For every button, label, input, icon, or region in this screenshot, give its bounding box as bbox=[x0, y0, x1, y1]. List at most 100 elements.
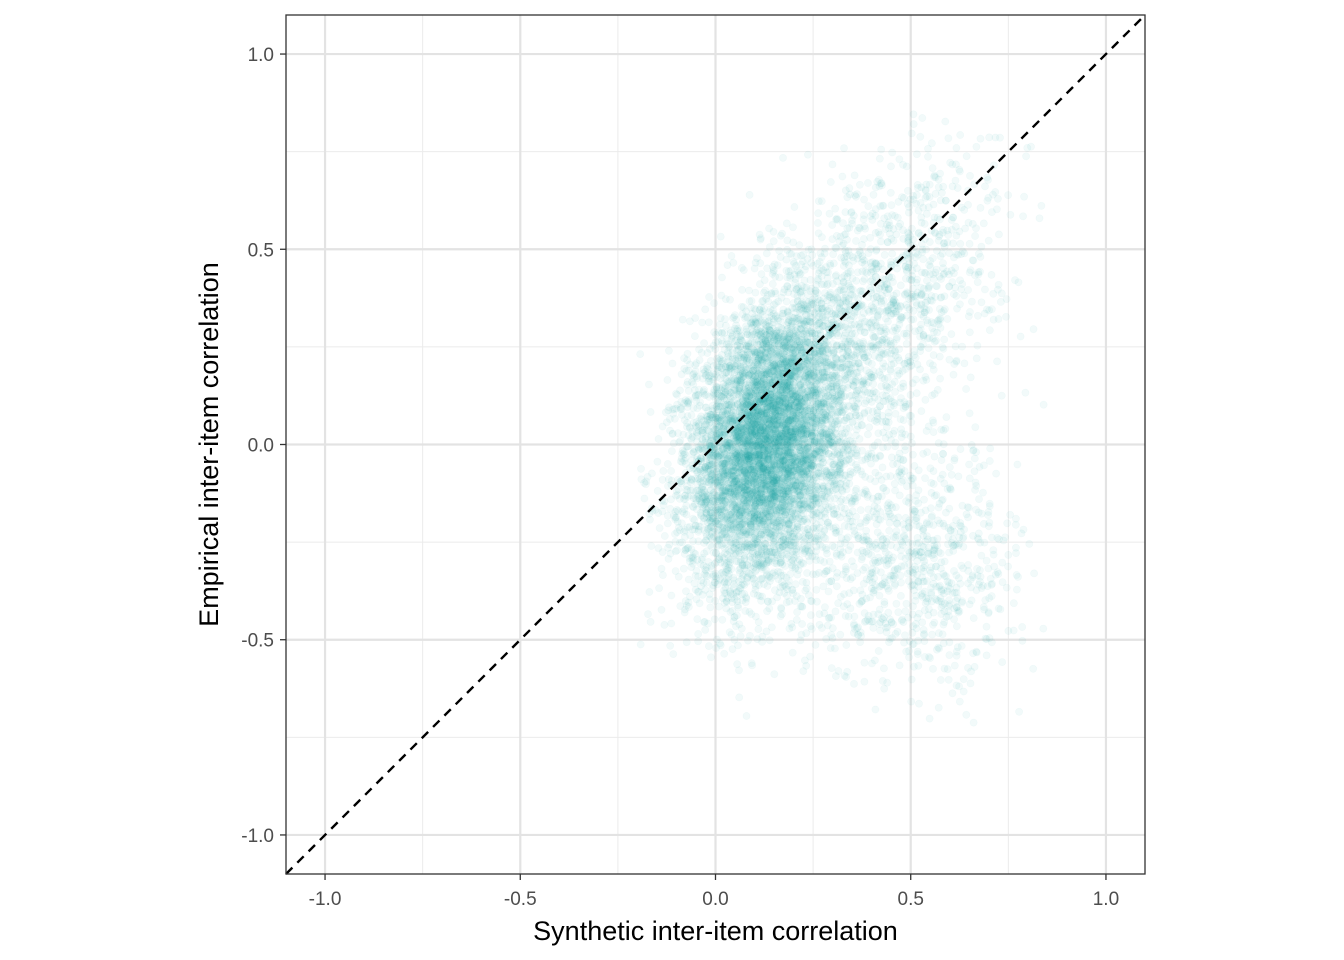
data-point bbox=[681, 546, 690, 555]
data-point bbox=[704, 619, 712, 628]
data-point bbox=[870, 441, 879, 450]
data-point bbox=[713, 455, 722, 464]
data-point bbox=[782, 358, 791, 366]
data-point bbox=[785, 373, 794, 381]
data-point bbox=[828, 388, 837, 397]
data-point bbox=[744, 438, 753, 446]
data-point bbox=[677, 397, 686, 406]
data-point bbox=[733, 453, 742, 462]
data-point bbox=[736, 342, 744, 351]
data-point bbox=[793, 522, 801, 531]
data-point bbox=[822, 409, 831, 417]
data-point bbox=[740, 542, 749, 551]
data-point bbox=[733, 360, 741, 368]
data-point bbox=[791, 389, 800, 398]
data-point bbox=[709, 581, 718, 590]
data-point bbox=[764, 454, 773, 463]
data-point bbox=[681, 605, 689, 614]
data-point bbox=[770, 447, 778, 456]
data-point bbox=[733, 611, 741, 620]
data-point bbox=[717, 494, 726, 503]
data-point bbox=[742, 423, 751, 432]
data-point bbox=[770, 443, 779, 452]
data-point bbox=[762, 444, 770, 453]
data-point bbox=[767, 623, 776, 632]
data-point bbox=[660, 532, 669, 540]
data-point bbox=[832, 551, 841, 560]
data-point bbox=[832, 394, 841, 402]
data-point bbox=[762, 496, 771, 505]
data-point bbox=[694, 491, 703, 500]
data-point bbox=[774, 391, 783, 400]
data-point bbox=[756, 410, 765, 419]
data-point bbox=[746, 523, 755, 532]
data-point bbox=[735, 326, 744, 335]
data-point bbox=[764, 424, 773, 433]
data-point bbox=[795, 500, 804, 509]
data-point bbox=[784, 458, 793, 467]
data-point bbox=[718, 541, 726, 550]
data-point bbox=[637, 464, 645, 473]
data-point bbox=[816, 427, 825, 435]
data-point bbox=[709, 514, 717, 522]
data-point bbox=[764, 454, 773, 463]
data-point bbox=[740, 467, 749, 476]
data-point bbox=[741, 351, 749, 360]
data-point bbox=[789, 372, 798, 381]
data-point bbox=[759, 340, 768, 349]
data-point bbox=[709, 392, 718, 400]
data-point bbox=[776, 417, 785, 426]
data-point bbox=[761, 353, 770, 362]
data-point bbox=[694, 637, 703, 646]
data-point bbox=[754, 625, 763, 633]
data-point bbox=[732, 515, 741, 524]
data-point bbox=[751, 486, 760, 495]
data-point bbox=[713, 361, 721, 370]
data-point bbox=[776, 434, 784, 443]
data-point bbox=[778, 506, 787, 515]
data-point bbox=[787, 451, 796, 460]
data-point bbox=[783, 436, 791, 445]
data-point bbox=[770, 336, 778, 345]
data-point bbox=[709, 511, 718, 520]
data-point bbox=[745, 386, 754, 395]
data-point bbox=[781, 492, 790, 501]
data-point bbox=[707, 653, 715, 662]
data-point bbox=[769, 453, 778, 462]
data-point bbox=[757, 516, 765, 525]
data-point bbox=[814, 468, 823, 477]
data-point bbox=[772, 494, 781, 503]
data-point bbox=[790, 290, 798, 298]
data-point bbox=[774, 551, 782, 559]
data-point bbox=[691, 332, 699, 340]
data-point bbox=[666, 641, 675, 650]
data-point bbox=[817, 511, 826, 520]
data-point bbox=[759, 345, 768, 353]
data-point bbox=[763, 452, 772, 461]
data-point bbox=[723, 533, 732, 542]
data-point bbox=[715, 416, 724, 425]
data-point bbox=[844, 368, 852, 376]
data-point bbox=[706, 516, 715, 525]
data-point bbox=[790, 546, 799, 555]
data-point bbox=[729, 540, 738, 548]
data-point bbox=[704, 473, 712, 482]
data-point bbox=[760, 351, 768, 359]
data-point bbox=[764, 354, 773, 363]
data-point bbox=[701, 305, 710, 314]
data-point bbox=[796, 363, 805, 372]
data-points bbox=[636, 110, 1048, 727]
data-point bbox=[761, 514, 770, 523]
data-point bbox=[818, 356, 826, 365]
data-point bbox=[707, 431, 716, 440]
data-point bbox=[751, 477, 760, 486]
data-point bbox=[741, 391, 750, 400]
data-point bbox=[715, 555, 723, 564]
data-point bbox=[741, 314, 749, 323]
data-point bbox=[759, 307, 767, 315]
data-point bbox=[710, 390, 718, 398]
data-point bbox=[794, 453, 803, 462]
data-point bbox=[716, 314, 725, 322]
data-point bbox=[824, 331, 833, 340]
data-point bbox=[667, 619, 676, 628]
